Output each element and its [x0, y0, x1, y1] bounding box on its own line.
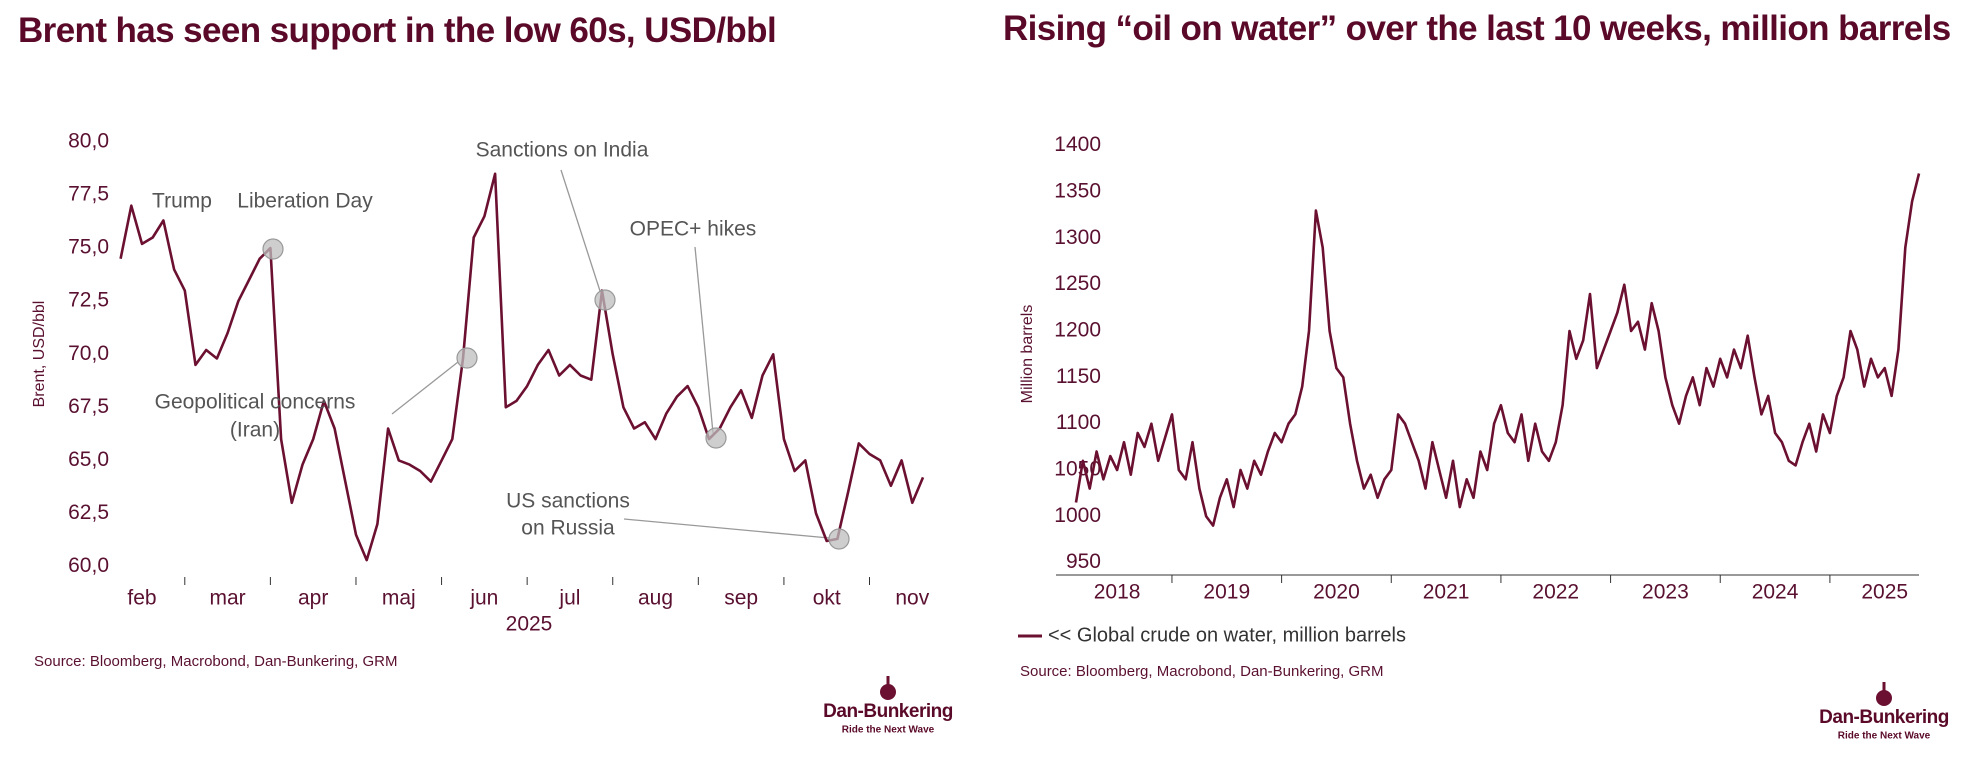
- y-tick-label: 65,0: [68, 448, 109, 471]
- legend-label: << Global crude on water, million barrel…: [1048, 624, 1406, 646]
- logo-name: Dan-Bunkering: [1819, 707, 1949, 728]
- x-tick-label: feb: [127, 587, 156, 610]
- x-tick-label: okt: [813, 587, 841, 610]
- y-tick-label: 1250: [1054, 272, 1101, 295]
- annotation-marker: [705, 427, 727, 449]
- logo-tagline: Ride the Next Wave: [1838, 731, 1931, 742]
- y-tick-label: 1000: [1054, 504, 1101, 527]
- x-tick-label: 2021: [1423, 581, 1470, 604]
- logo: Dan-Bunkering Ride the Next Wave: [823, 676, 953, 736]
- x-tick-label: 2025: [1861, 581, 1908, 604]
- y-tick-label: 75,0: [68, 236, 109, 259]
- x-tick-label: 2024: [1752, 581, 1799, 604]
- leader-line: [391, 361, 459, 415]
- y-tick-label: 62,5: [68, 501, 109, 524]
- logo-tagline: Ride the Next Wave: [842, 725, 935, 736]
- y-tick-label: 72,5: [68, 289, 109, 312]
- leader-line: [560, 169, 601, 292]
- annotation: US sanctions: [506, 490, 630, 513]
- logo-icon: [886, 676, 890, 690]
- y-tick-label: 1150: [1056, 365, 1101, 388]
- x-tick-label: 2022: [1532, 581, 1579, 604]
- leader-line: [694, 246, 714, 434]
- x-axis-label: 2025: [506, 613, 553, 636]
- x-tick-label: 2019: [1203, 581, 1250, 604]
- y-tick-label: 70,0: [68, 342, 109, 365]
- series-line: [1074, 173, 1921, 527]
- chart-title: Brent has seen support in the low 60s, U…: [18, 11, 777, 50]
- y-tick-label: 77,5: [68, 183, 109, 206]
- y-tick-label: 1300: [1054, 226, 1101, 249]
- annotation: Liberation Day: [237, 190, 373, 213]
- x-tick-label: jun: [469, 587, 498, 610]
- logo-icon: [1882, 682, 1886, 696]
- logo-icon: [880, 684, 896, 700]
- x-tick-label: nov: [895, 587, 929, 610]
- chart-title: Rising “oil on water” over the last 10 w…: [1003, 9, 1951, 48]
- annotation-marker: [456, 347, 478, 369]
- y-axis-label: Million barrels: [1019, 305, 1036, 404]
- x-tick-label: sep: [724, 587, 758, 610]
- annotation: Geopolitical concerns: [155, 391, 356, 414]
- y-tick-label: 60,0: [68, 554, 109, 577]
- x-tick-label: 2023: [1642, 581, 1689, 604]
- y-tick-label: 1350: [1054, 180, 1101, 203]
- y-tick-label: 950: [1066, 550, 1101, 573]
- y-tick-label: 67,5: [68, 395, 109, 418]
- y-tick-label: 1200: [1054, 319, 1101, 342]
- x-tick-label: maj: [382, 587, 416, 610]
- source: Source: Bloomberg, Macrobond, Dan-Bunker…: [34, 653, 398, 670]
- leader-lines: [391, 169, 830, 539]
- logo: Dan-Bunkering Ride the Next Wave: [1819, 682, 1949, 742]
- logo-name: Dan-Bunkering: [823, 701, 953, 722]
- annotation: on Russia: [521, 517, 615, 540]
- y-axis-label: Brent, USD/bbl: [31, 301, 48, 408]
- x-tick-label: aug: [638, 587, 673, 610]
- series-line: [119, 172, 925, 562]
- x-tick-label: mar: [210, 587, 246, 610]
- x-tick-label: jul: [558, 587, 580, 610]
- logo-icon: [1876, 690, 1892, 706]
- x-tick-label: 2018: [1094, 581, 1141, 604]
- y-tick-label: 1400: [1054, 133, 1101, 156]
- y-tick-label: 80,0: [68, 130, 109, 153]
- annotation-marker: [828, 528, 850, 550]
- annotation-marker: [594, 289, 616, 311]
- x-tick-label: apr: [298, 587, 328, 610]
- y-tick-label: 1100: [1056, 411, 1101, 434]
- y-tick-label: 1050: [1054, 458, 1101, 481]
- annotation: OPEC+ hikes: [630, 218, 757, 241]
- annotation: Trump: [152, 190, 212, 213]
- source: Source: Bloomberg, Macrobond, Dan-Bunker…: [1020, 663, 1384, 680]
- annotation-marker: [262, 238, 284, 260]
- annotation: Sanctions on India: [476, 139, 649, 162]
- annotation: (Iran): [230, 419, 280, 442]
- leader-line: [623, 518, 830, 539]
- x-tick-label: 2020: [1313, 581, 1360, 604]
